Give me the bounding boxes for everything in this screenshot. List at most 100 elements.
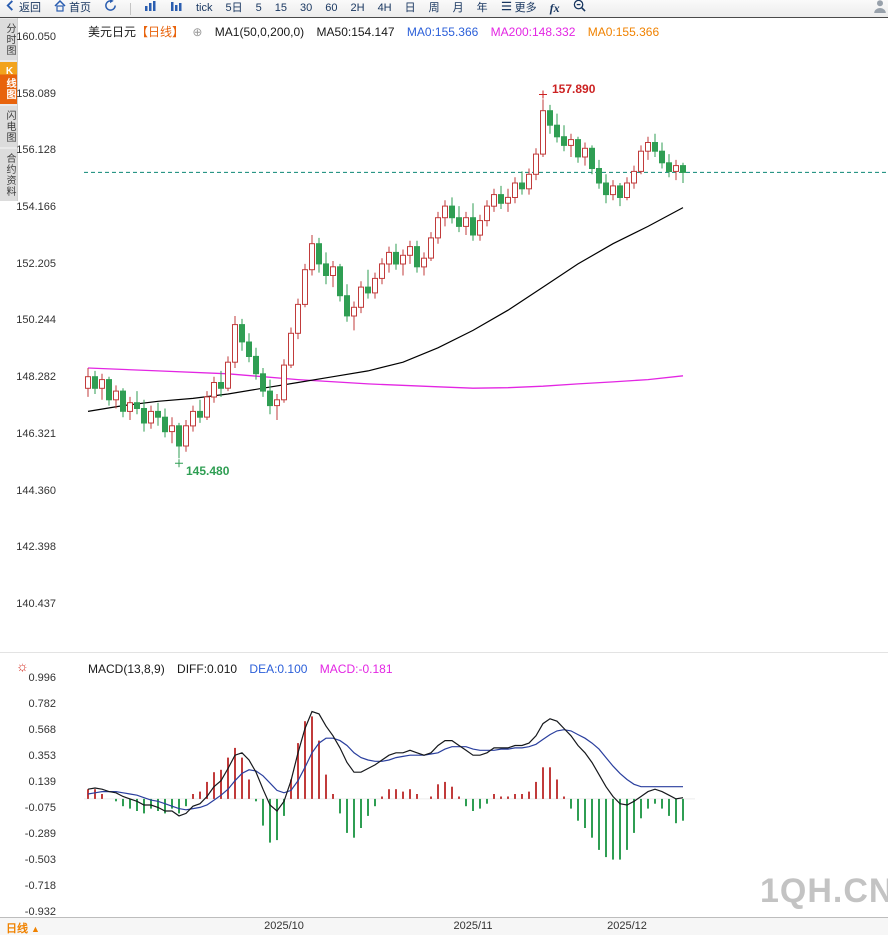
period-4h-button-label: 4H <box>377 2 392 14</box>
period-5d-button[interactable]: 5日 <box>226 0 243 17</box>
period-up-arrow-icon: ▲ <box>31 924 40 934</box>
period-year-button-label: 年 <box>476 2 488 14</box>
watermark: 1QH.CN <box>760 872 888 910</box>
period-tick-button-label: tick <box>196 2 213 14</box>
period-tag: 【日线】 <box>136 25 185 39</box>
period-week-button[interactable]: 周 <box>429 0 440 17</box>
left-sidebar: 分时图 K线图 闪电图 合约资料 <box>0 18 18 201</box>
period-selector[interactable]: 日线 ▲ <box>6 920 40 935</box>
period-30-button-label: 30 <box>300 2 313 14</box>
zoom-out-button[interactable] <box>573 0 586 18</box>
fx-indicators-button[interactable]: fx <box>550 0 560 17</box>
toolbar-separator <box>130 2 131 15</box>
candles <box>85 99 686 459</box>
home-button[interactable]: 首页 <box>54 0 91 18</box>
period-5d-button-label: 5日 <box>225 2 243 14</box>
refresh-button[interactable] <box>104 0 117 18</box>
bars-icon <box>144 0 157 18</box>
symbol-name: 美元日元 <box>88 25 137 39</box>
x-axis-strip: 日线 ▲ 2025/10 2025/11 2025/12 <box>0 917 888 935</box>
macd-axis-label: -0.718 <box>24 880 56 893</box>
price-axis-label: 150.244 <box>16 314 56 327</box>
ma200-line <box>87 367 684 389</box>
ma50-value: MA50:154.147 <box>316 25 395 39</box>
sidebar-item-kline-chart[interactable]: K线图 <box>0 62 17 104</box>
diff-line <box>87 710 684 817</box>
price-axis-label: 156.128 <box>16 144 56 157</box>
more-button-label: 更多 <box>514 2 537 14</box>
period-selector-label: 日线 <box>6 923 28 935</box>
period-week-button-label: 周 <box>428 2 440 14</box>
sidebar-item-contract-info[interactable]: 合约资料 <box>0 149 17 201</box>
back-button[interactable]: 返回 <box>5 0 41 17</box>
macd-axis-label: -0.503 <box>24 853 56 866</box>
period-day-button-label: 日 <box>404 2 416 14</box>
add-indicator-icon[interactable]: ⊕ <box>192 25 203 39</box>
ma50-line <box>87 207 684 412</box>
fx-indicators-button-label: fx <box>549 1 560 15</box>
period-30-button[interactable]: 30 <box>300 0 312 17</box>
x-axis-date-label: 2025/12 <box>607 920 647 932</box>
price-axis-label: 154.166 <box>16 201 56 214</box>
price-axis-label: 158.089 <box>16 87 56 100</box>
high-marker <box>539 90 547 99</box>
period-5-button-label: 5 <box>255 2 262 14</box>
period-2h-button[interactable]: 2H <box>351 0 365 17</box>
top-toolbar: 返回 首页 tick 5日 5 15 30 60 2H 4H 日周月年 更多 fx <box>0 0 888 18</box>
user-button[interactable] <box>873 0 887 19</box>
user-icon <box>873 0 887 19</box>
macd-axis-label: 0.353 <box>28 750 56 763</box>
price-axis-label: 142.398 <box>16 541 56 554</box>
x-axis-date-label: 2025/10 <box>264 920 304 932</box>
chart-type-bars-button[interactable] <box>144 0 157 18</box>
dea-value: DEA:0.100 <box>249 662 308 676</box>
columns-icon <box>170 0 183 18</box>
ma-params: MA1(50,0,200,0) <box>214 25 305 39</box>
price-chart-legend: 美元日元【日线】 ⊕ MA1(50,0,200,0) MA50:154.147 … <box>88 23 668 40</box>
high-price-annotation: 157.890 <box>552 82 596 97</box>
ma0-orange-value: MA0:155.366 <box>587 25 660 39</box>
price-axis-label: 152.205 <box>16 257 56 270</box>
more-button[interactable]: 更多 <box>501 0 537 17</box>
zoom-icon <box>573 0 586 18</box>
period-tick-button[interactable]: tick <box>196 0 213 17</box>
dea-line <box>87 729 683 811</box>
price-axis-label: 146.321 <box>16 427 56 440</box>
macd-axis-label: 0.568 <box>28 723 56 736</box>
sidebar-item-lightning-chart[interactable]: 闪电图 <box>0 106 17 147</box>
price-axis-label: 144.360 <box>16 484 56 497</box>
low-marker <box>175 459 183 468</box>
period-month-button[interactable]: 月 <box>453 0 464 17</box>
ma0-blue-value: MA0:155.366 <box>406 25 479 39</box>
price-axis-label: 140.437 <box>16 598 56 610</box>
period-60-button-label: 60 <box>325 2 338 14</box>
period-60-button[interactable]: 60 <box>325 0 337 17</box>
period-month-button-label: 月 <box>452 2 464 14</box>
macd-axis-label: 0.996 <box>28 672 56 684</box>
period-day-button[interactable]: 日 <box>405 0 416 17</box>
period-15-button[interactable]: 15 <box>275 0 287 17</box>
back-button-label: 返回 <box>19 2 41 14</box>
macd-axis-label: 0.782 <box>28 697 56 710</box>
sidebar-item-time-chart[interactable]: 分时图 <box>0 19 17 60</box>
chart-type-columns-button[interactable] <box>170 0 183 18</box>
period-2h-button-label: 2H <box>350 2 365 14</box>
price-axis-label: 160.050 <box>16 31 56 43</box>
period-5-button[interactable]: 5 <box>256 0 262 17</box>
diff-value: DIFF:0.010 <box>177 662 238 676</box>
macd-axis-label: -0.289 <box>24 827 56 840</box>
period-year-button[interactable]: 年 <box>477 0 488 17</box>
panel-divider <box>0 652 888 653</box>
home-button-label: 首页 <box>69 2 91 14</box>
indicator-settings-icon[interactable]: ☼ <box>16 658 29 674</box>
macd-legend: MACD(13,8,9) DIFF:0.010 DEA:0.100 MACD:-… <box>88 662 402 676</box>
macd-value: MACD:-0.181 <box>319 662 393 676</box>
x-axis-date-label: 2025/11 <box>453 920 493 932</box>
period-4h-button[interactable]: 4H <box>378 0 392 17</box>
macd-axis-label: 0.139 <box>28 776 56 788</box>
back-icon <box>5 0 16 17</box>
low-price-annotation: 145.480 <box>186 464 230 479</box>
period-15-button-label: 15 <box>274 2 287 14</box>
